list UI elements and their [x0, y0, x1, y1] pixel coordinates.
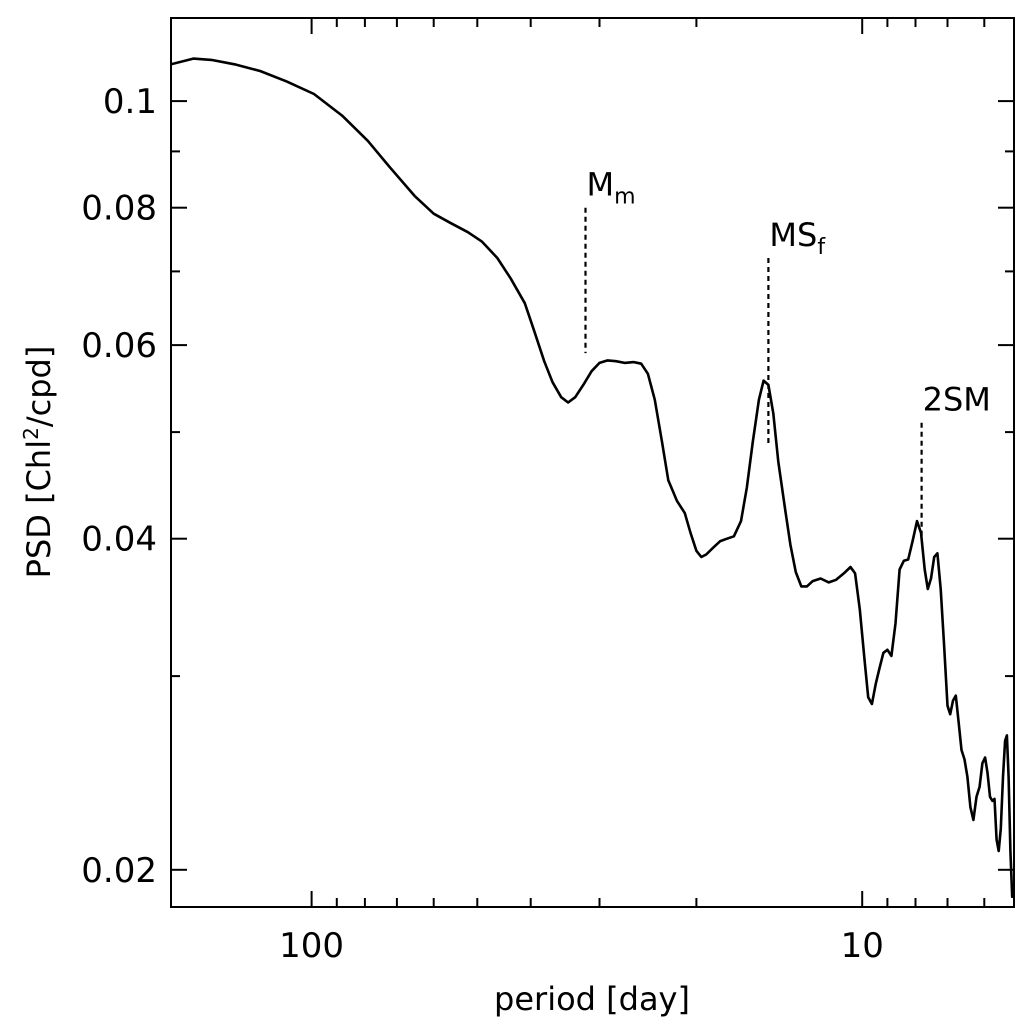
y-tick-label: 0.02 — [81, 851, 157, 891]
annotation-label-main: M — [587, 166, 615, 204]
y-tick-label: 0.1 — [103, 82, 157, 122]
annotation-label-msf: MSf — [769, 216, 826, 260]
annotation-label-subscript: m — [614, 185, 635, 210]
y-tick-label: 0.06 — [81, 326, 157, 366]
y-axis-title-main: PSD [Chl — [20, 440, 58, 578]
x-tick-label: 100 — [279, 926, 344, 966]
x-tick-label: 10 — [841, 926, 884, 966]
annotation-label-main: MS — [769, 216, 817, 254]
y-tick-label: 0.08 — [81, 189, 157, 229]
y-axis-title: PSD [Chl2/cpd] — [19, 346, 58, 579]
x-axis-title: period [day] — [494, 980, 690, 1018]
annotation-label-subscript: f — [817, 235, 826, 260]
psd-series-line — [171, 57, 1014, 899]
plot-frame — [170, 17, 1015, 908]
tick-labels: 0.1 0.08 0.06 0.04 0.02 100 10 — [81, 82, 884, 966]
y-axis-title-rest: /cpd] — [20, 346, 58, 427]
tidal-annotations: Mm MSf 2SM — [584, 166, 991, 539]
y-axis-title-superscript: 2 — [19, 427, 43, 440]
annotation-label-main: 2SM — [923, 381, 991, 419]
y-tick-label: 0.04 — [81, 520, 157, 560]
tick-marks — [171, 18, 1014, 907]
annotation-label-mm: Mm — [587, 166, 636, 210]
annotation-label-2sm: 2SM — [923, 381, 991, 419]
